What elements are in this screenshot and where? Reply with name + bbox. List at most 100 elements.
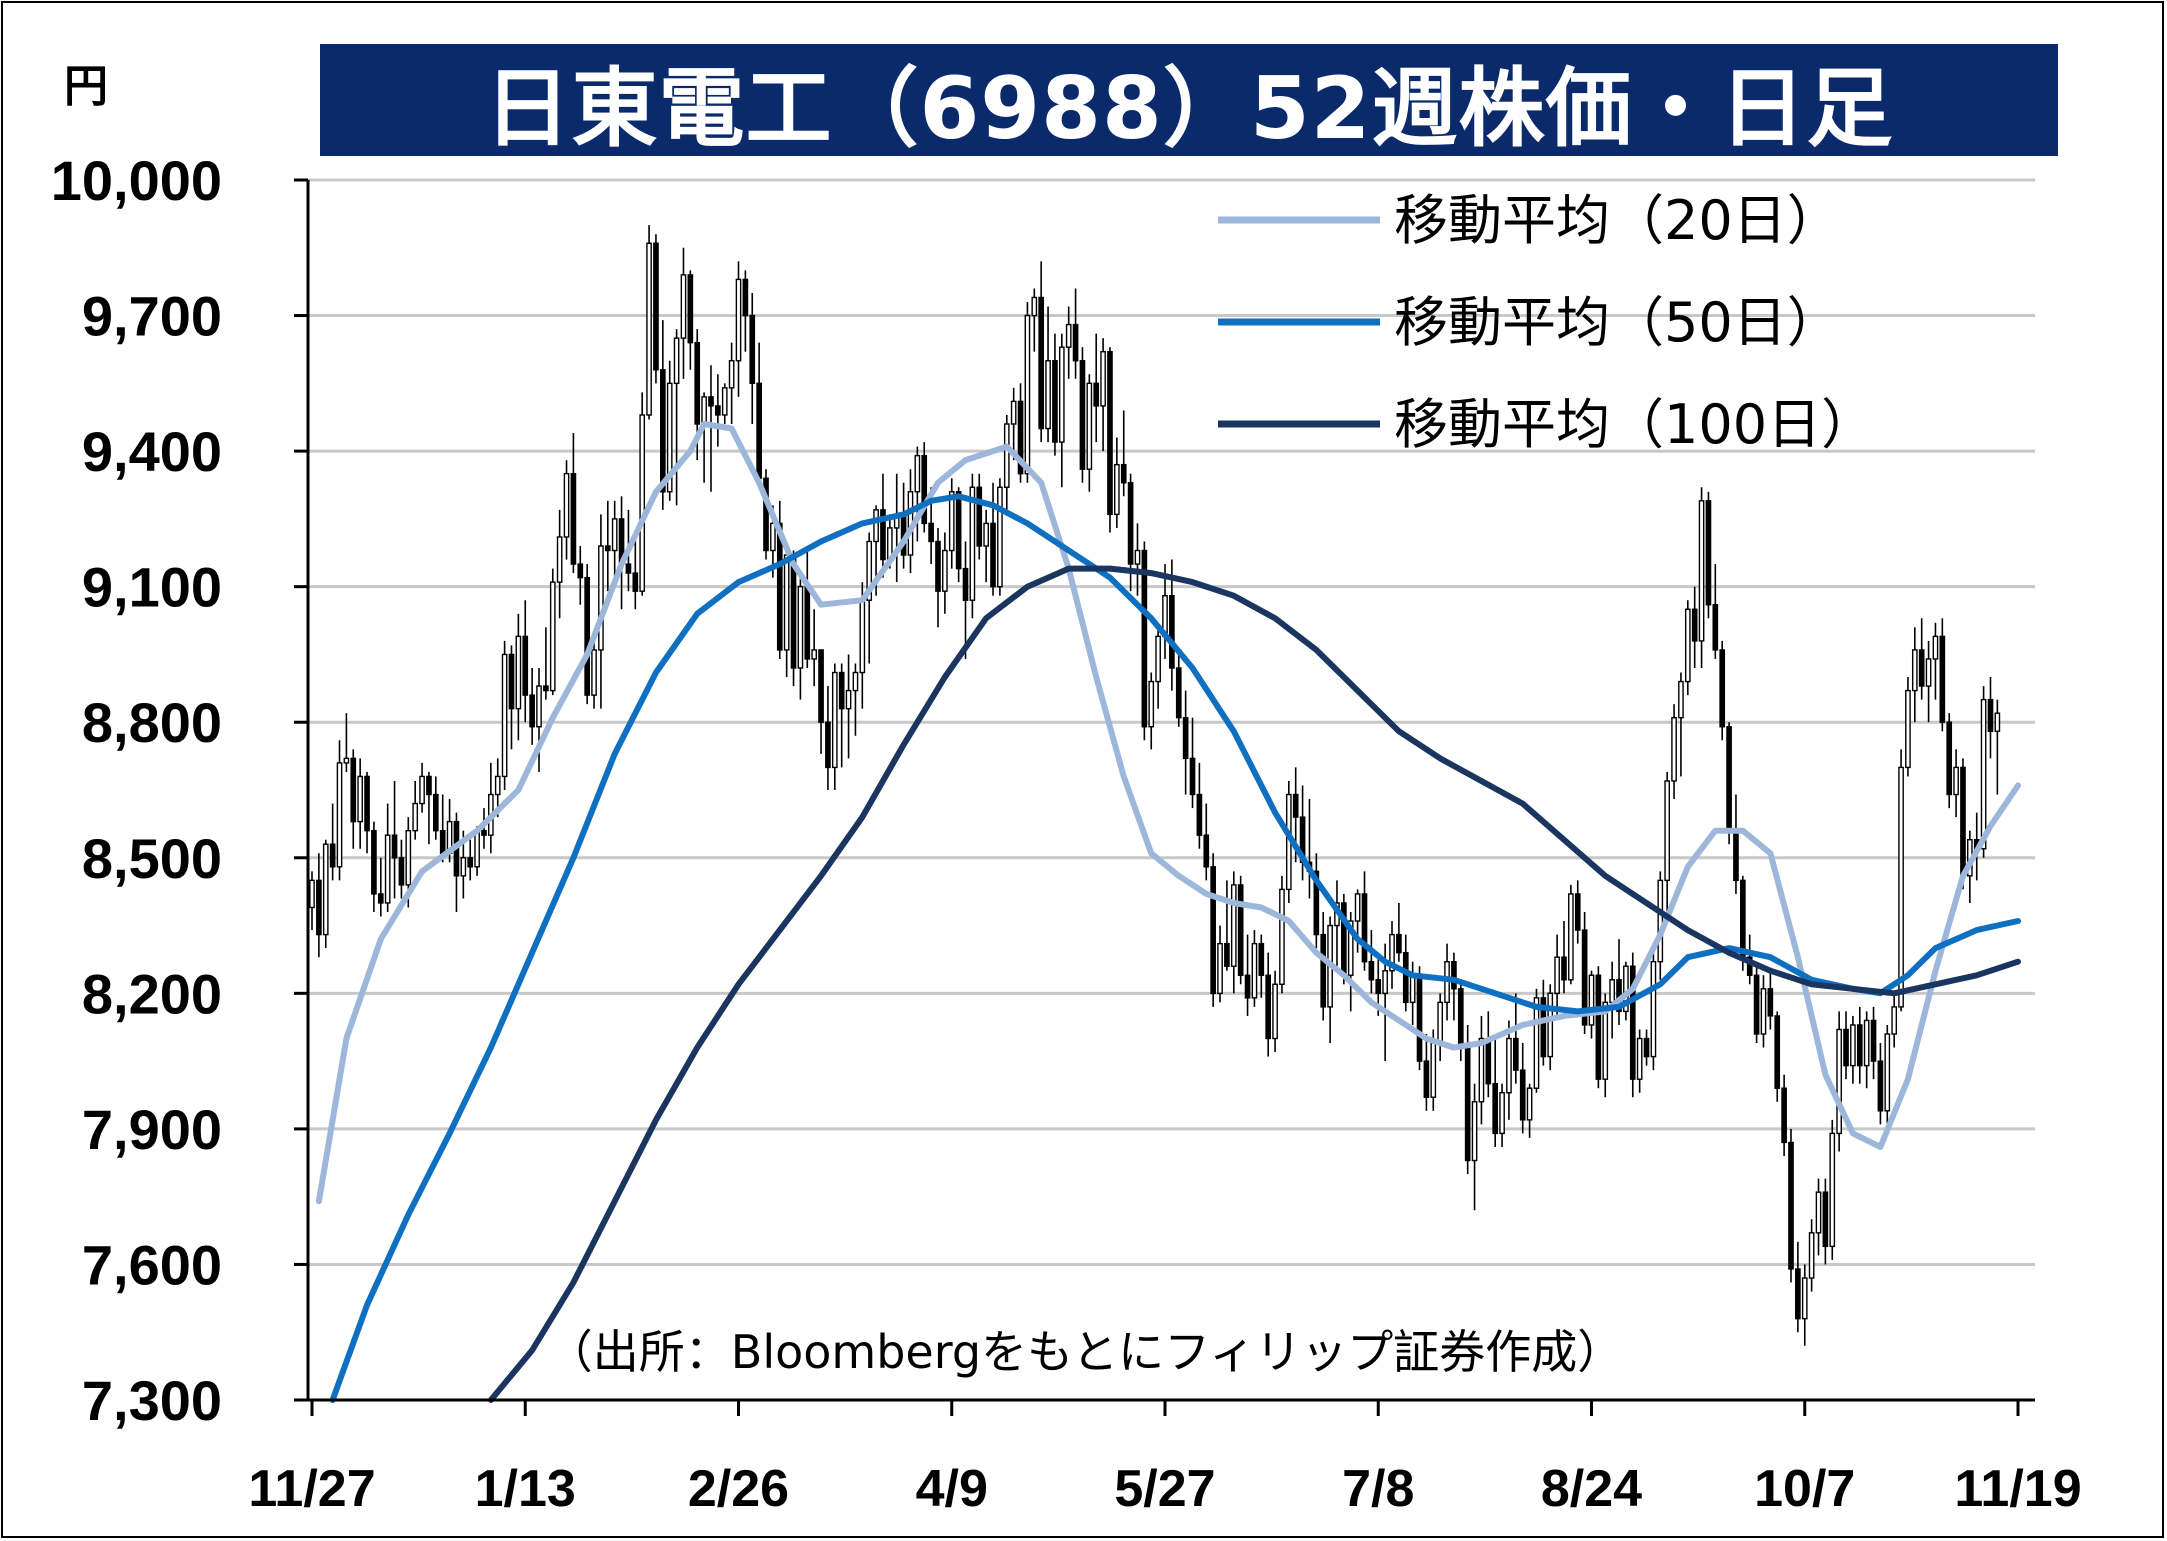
y-tick-label: 9,400 bbox=[82, 420, 222, 483]
candlestick bbox=[852, 663, 859, 736]
candlestick bbox=[1547, 984, 1554, 1071]
candle-body bbox=[1010, 400, 1017, 425]
candle-body bbox=[1602, 1001, 1609, 1080]
candlestick bbox=[1609, 961, 1615, 1039]
candle-body bbox=[494, 775, 501, 796]
y-tick-label: 9,100 bbox=[82, 556, 222, 619]
candle-body bbox=[1595, 974, 1602, 1080]
candle-body bbox=[1547, 992, 1554, 1058]
candle-body bbox=[419, 775, 425, 805]
candle-body bbox=[1224, 942, 1230, 967]
candle-body bbox=[1148, 680, 1155, 728]
candlestick bbox=[1650, 952, 1657, 1071]
candlestick bbox=[1492, 1038, 1499, 1147]
candlestick bbox=[659, 320, 666, 510]
candle-body bbox=[1836, 1028, 1842, 1135]
candle-body bbox=[1767, 988, 1774, 1017]
candle-body bbox=[1279, 888, 1285, 985]
x-tick-label: 5/27 bbox=[1114, 1460, 1215, 1518]
candle-body bbox=[1065, 323, 1072, 348]
candle-body bbox=[1210, 866, 1216, 995]
y-axis-ticks: 10,000 9,700 9,400 9,100 8,800 8,500 8,200 7,90… bbox=[51, 149, 308, 1432]
candle-body bbox=[1079, 360, 1086, 470]
candlestick bbox=[309, 871, 315, 931]
candlestick bbox=[1506, 1020, 1512, 1120]
candle-body bbox=[1905, 689, 1911, 769]
candlestick bbox=[426, 771, 432, 845]
candlestick bbox=[948, 478, 955, 569]
candle-body bbox=[1850, 1024, 1856, 1067]
candle-body bbox=[1519, 1069, 1526, 1121]
candle-body bbox=[543, 685, 549, 692]
candle-body bbox=[1568, 893, 1574, 981]
candle-body bbox=[1251, 942, 1258, 999]
candle-body bbox=[391, 834, 398, 859]
candlestick bbox=[1079, 347, 1086, 483]
candle-body bbox=[948, 491, 955, 552]
candle-body bbox=[1760, 988, 1767, 1035]
candle-body bbox=[1052, 360, 1058, 443]
candle-body bbox=[1361, 893, 1368, 963]
candlestick bbox=[1478, 1015, 1485, 1125]
candlestick bbox=[1836, 1011, 1842, 1152]
candle-body bbox=[921, 454, 928, 525]
candle-body bbox=[659, 369, 666, 493]
candlestick bbox=[357, 758, 363, 849]
candlestick bbox=[1898, 749, 1904, 1012]
candlestick bbox=[563, 460, 570, 560]
candlestick bbox=[604, 500, 611, 592]
legend-label-2: 移動平均（50日） bbox=[1394, 291, 1841, 354]
candlestick bbox=[845, 654, 852, 759]
candlestick bbox=[680, 247, 687, 379]
candlestick bbox=[811, 609, 818, 687]
candlestick bbox=[721, 383, 728, 424]
candlestick bbox=[384, 803, 391, 912]
candle-body bbox=[1987, 698, 1994, 732]
y-tick-label: 8,500 bbox=[82, 827, 222, 890]
candlestick bbox=[529, 668, 535, 745]
candle-body bbox=[1561, 956, 1567, 981]
moving-average-lines bbox=[315, 421, 2021, 1403]
candlestick bbox=[1629, 952, 1636, 1098]
candle-body bbox=[522, 635, 529, 696]
candlestick bbox=[983, 509, 989, 583]
candlestick bbox=[1320, 912, 1327, 1021]
candlestick bbox=[419, 762, 425, 813]
candlestick bbox=[1671, 704, 1677, 800]
candlestick bbox=[577, 546, 584, 605]
candlestick bbox=[508, 645, 515, 750]
candle-body bbox=[556, 536, 563, 583]
candle-body bbox=[1024, 314, 1031, 475]
candle-body bbox=[770, 522, 776, 552]
candlestick bbox=[756, 342, 762, 483]
candle-body bbox=[1698, 500, 1705, 642]
candle-body bbox=[405, 829, 412, 886]
candlestick bbox=[1987, 677, 1994, 759]
candle-body bbox=[598, 545, 604, 651]
candle-body bbox=[1636, 1037, 1643, 1080]
candle-body bbox=[1911, 649, 1918, 692]
candle-body bbox=[1038, 296, 1045, 430]
candlestick bbox=[1499, 1083, 1505, 1147]
candlestick bbox=[1911, 627, 1918, 723]
candlestick bbox=[1203, 803, 1210, 881]
candlestick bbox=[1561, 921, 1567, 994]
candle-body bbox=[1629, 965, 1636, 1080]
candlestick bbox=[1918, 618, 1925, 700]
candlestick bbox=[1265, 952, 1272, 1057]
candlestick bbox=[969, 473, 976, 619]
candlestick bbox=[1251, 930, 1258, 1007]
candlestick bbox=[1471, 1083, 1478, 1211]
candlestick bbox=[543, 627, 549, 700]
candle-body bbox=[749, 314, 756, 385]
candle-body bbox=[508, 653, 515, 710]
candlestick bbox=[1306, 799, 1313, 899]
candle-body bbox=[825, 721, 831, 769]
candlestick bbox=[591, 636, 597, 709]
candle-body bbox=[1843, 1028, 1849, 1067]
candlestick bbox=[880, 473, 886, 578]
candlestick bbox=[893, 473, 900, 583]
candlestick bbox=[1258, 934, 1265, 998]
candle-body bbox=[1272, 983, 1278, 1040]
candle-body bbox=[1196, 793, 1203, 836]
